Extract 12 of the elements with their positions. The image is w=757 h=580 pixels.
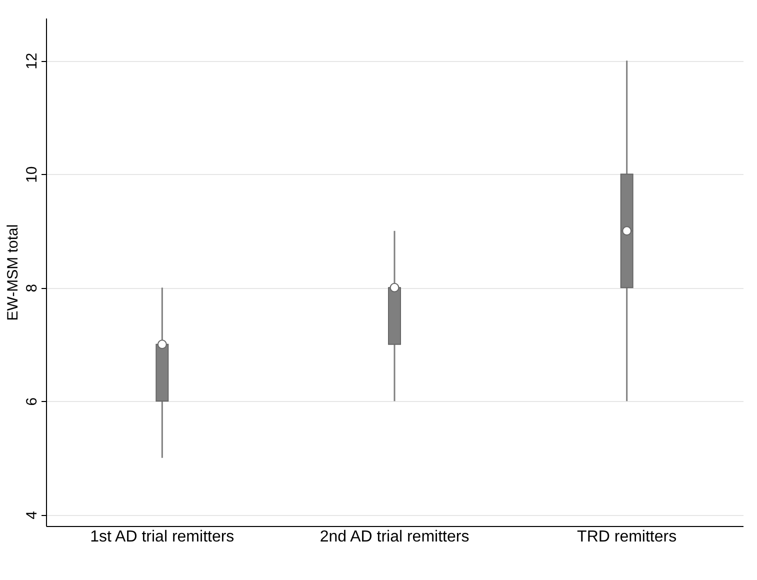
x-tick-label: 1st AD trial remitters [90,528,234,546]
y-tick-label: 12 [24,52,40,70]
y-axis-title: EW-MSM total [4,224,22,321]
y-tick-label: 8 [24,284,40,292]
y-tick-label: 6 [24,397,40,406]
x-tick-label: TRD remitters [577,528,677,546]
x-tick-label: 2nd AD trial remitters [320,528,470,546]
point [622,226,632,236]
y-tick-label: 4 [24,510,40,520]
point [390,282,400,292]
point [157,340,167,350]
y-tick-label: 10 [24,166,40,183]
